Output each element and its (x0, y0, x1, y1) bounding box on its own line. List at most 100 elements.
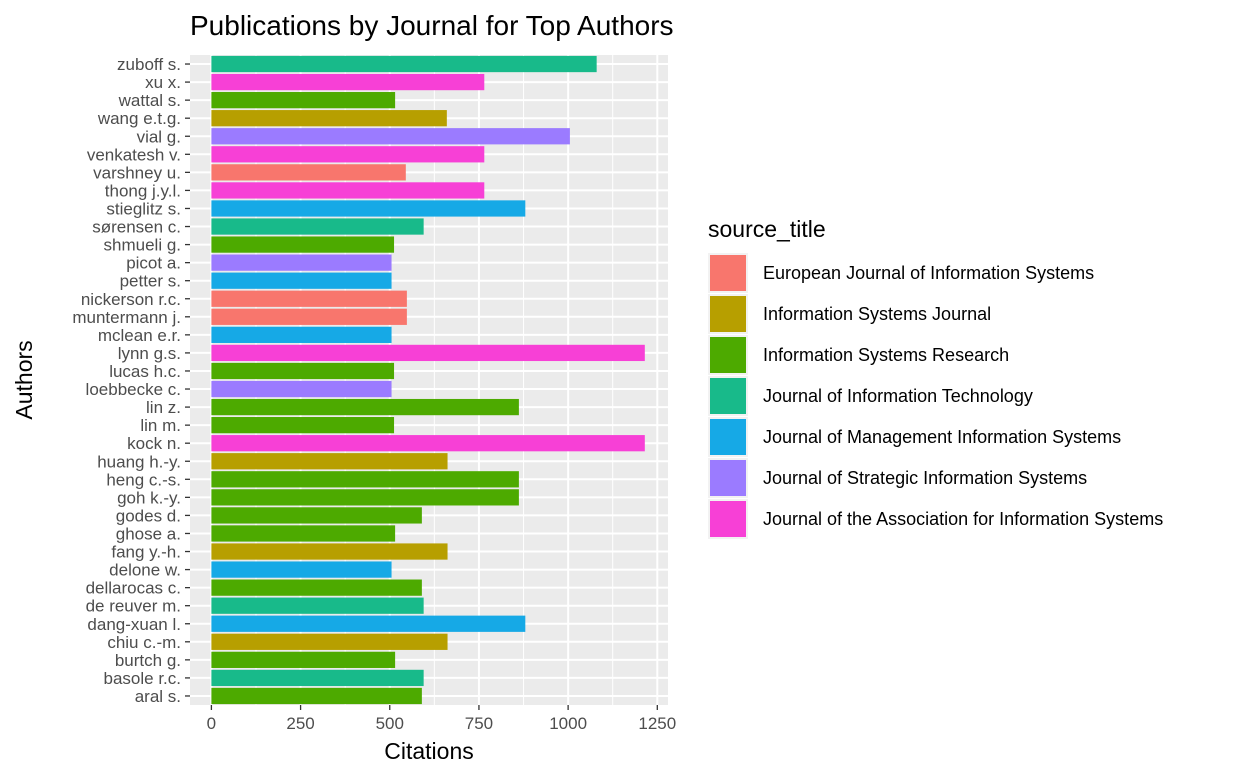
bar (211, 435, 645, 452)
bar (211, 182, 485, 199)
bar (211, 561, 392, 578)
x-axis-title: Citations (384, 738, 473, 764)
legend-swatch (710, 460, 746, 496)
legend-label: Information Systems Research (763, 345, 1009, 365)
y-axis-title: Authors (11, 340, 37, 419)
bar (211, 453, 448, 470)
y-tick-label: lin z. (146, 398, 181, 417)
legend-label: Information Systems Journal (763, 304, 991, 324)
bar (211, 344, 645, 362)
bar (211, 272, 392, 289)
bar (211, 73, 485, 91)
x-tick-label: 1000 (549, 714, 587, 733)
legend-swatch (710, 378, 746, 414)
bar (211, 597, 424, 614)
chart-title: Publications by Journal for Top Authors (190, 10, 674, 41)
legend-title: source_title (708, 216, 826, 242)
y-tick-label: de reuver m. (86, 597, 181, 616)
x-tick-label: 500 (376, 714, 404, 733)
y-tick-label: kock n. (127, 434, 181, 453)
x-tick-label: 750 (465, 714, 493, 733)
y-tick-label: thong j.y.l. (105, 181, 181, 200)
gridlines (190, 55, 668, 705)
bar (211, 290, 407, 307)
legend-swatch (710, 501, 746, 537)
y-tick-label: basole r.c. (104, 669, 182, 688)
legend: source_title European Journal of Informa… (708, 216, 1163, 539)
y-tick-label: sørensen c. (92, 218, 181, 237)
bar (211, 254, 392, 271)
bar (211, 380, 392, 398)
bar (211, 362, 395, 380)
y-tick-label: lynn g.s. (118, 344, 181, 363)
y-tick-label: fang y.-h. (111, 543, 181, 562)
y-tick-label: aral s. (135, 687, 181, 706)
y-tick-label: mclean e.r. (98, 326, 181, 345)
bar (211, 164, 406, 181)
y-tick-label: venkatesh v. (87, 145, 181, 164)
legend-label: Journal of Management Information System… (763, 427, 1121, 447)
bar (211, 651, 396, 668)
x-tick-label: 0 (207, 714, 216, 733)
bar (211, 489, 519, 506)
y-axis: zuboff s.xu x.wattal s.wang e.t.g.vial g… (72, 55, 190, 706)
bar (211, 200, 526, 217)
y-tick-label: varshney u. (93, 163, 181, 182)
y-tick-label: chiu c.-m. (107, 633, 181, 652)
bar (211, 55, 597, 73)
bar (211, 398, 519, 416)
x-axis: 0 250 500 750 1000 1250 (207, 705, 676, 733)
bar (211, 669, 424, 687)
y-tick-label: muntermann j. (72, 308, 181, 327)
bar (211, 471, 519, 488)
bar (211, 218, 424, 235)
y-tick-label: loebbecke c. (86, 380, 181, 399)
x-tick-label: 250 (286, 714, 314, 733)
bar (211, 110, 447, 127)
bar (211, 417, 395, 434)
legend-label: Journal of Information Technology (763, 386, 1033, 406)
bars (211, 55, 645, 705)
bar (211, 507, 422, 524)
y-tick-label: godes d. (116, 506, 181, 525)
bar (211, 326, 392, 343)
y-tick-label: nickerson r.c. (81, 290, 181, 309)
y-tick-label: stieglitz s. (106, 199, 181, 218)
y-tick-label: lin m. (140, 416, 181, 435)
y-tick-label: vial g. (137, 127, 181, 146)
y-tick-label: ghose a. (116, 524, 181, 543)
legend-label: Journal of the Association for Informati… (763, 509, 1163, 529)
bar (211, 308, 407, 325)
y-tick-label: dellarocas c. (86, 579, 181, 598)
y-tick-label: burtch g. (115, 651, 181, 670)
bar (211, 128, 570, 145)
bar (211, 543, 448, 560)
y-tick-label: heng c.-s. (106, 470, 181, 489)
y-tick-label: wang e.t.g. (97, 109, 181, 128)
legend-swatch (710, 419, 746, 455)
plot-panel (190, 55, 668, 705)
x-tick-label: 1250 (638, 714, 676, 733)
bar (211, 525, 396, 542)
bar (211, 92, 396, 109)
bar (211, 615, 526, 632)
y-tick-label: shmueli g. (104, 236, 181, 255)
legend-swatch (710, 337, 746, 373)
y-tick-label: lucas h.c. (109, 362, 181, 381)
y-tick-label: picot a. (126, 254, 181, 273)
bar (211, 633, 448, 650)
legend-label: European Journal of Information Systems (763, 263, 1094, 283)
legend-swatch (710, 255, 746, 291)
y-tick-label: petter s. (120, 272, 181, 291)
legend-swatch (710, 296, 746, 332)
bar (211, 146, 485, 163)
bar (211, 236, 395, 253)
y-tick-label: goh k.-y. (117, 488, 181, 507)
y-tick-label: xu x. (145, 73, 181, 92)
legend-label: Journal of Strategic Information Systems (763, 468, 1087, 488)
y-tick-label: delone w. (109, 561, 181, 580)
bar (211, 687, 422, 705)
bar (211, 579, 422, 596)
y-tick-label: dang-xuan l. (87, 615, 181, 634)
